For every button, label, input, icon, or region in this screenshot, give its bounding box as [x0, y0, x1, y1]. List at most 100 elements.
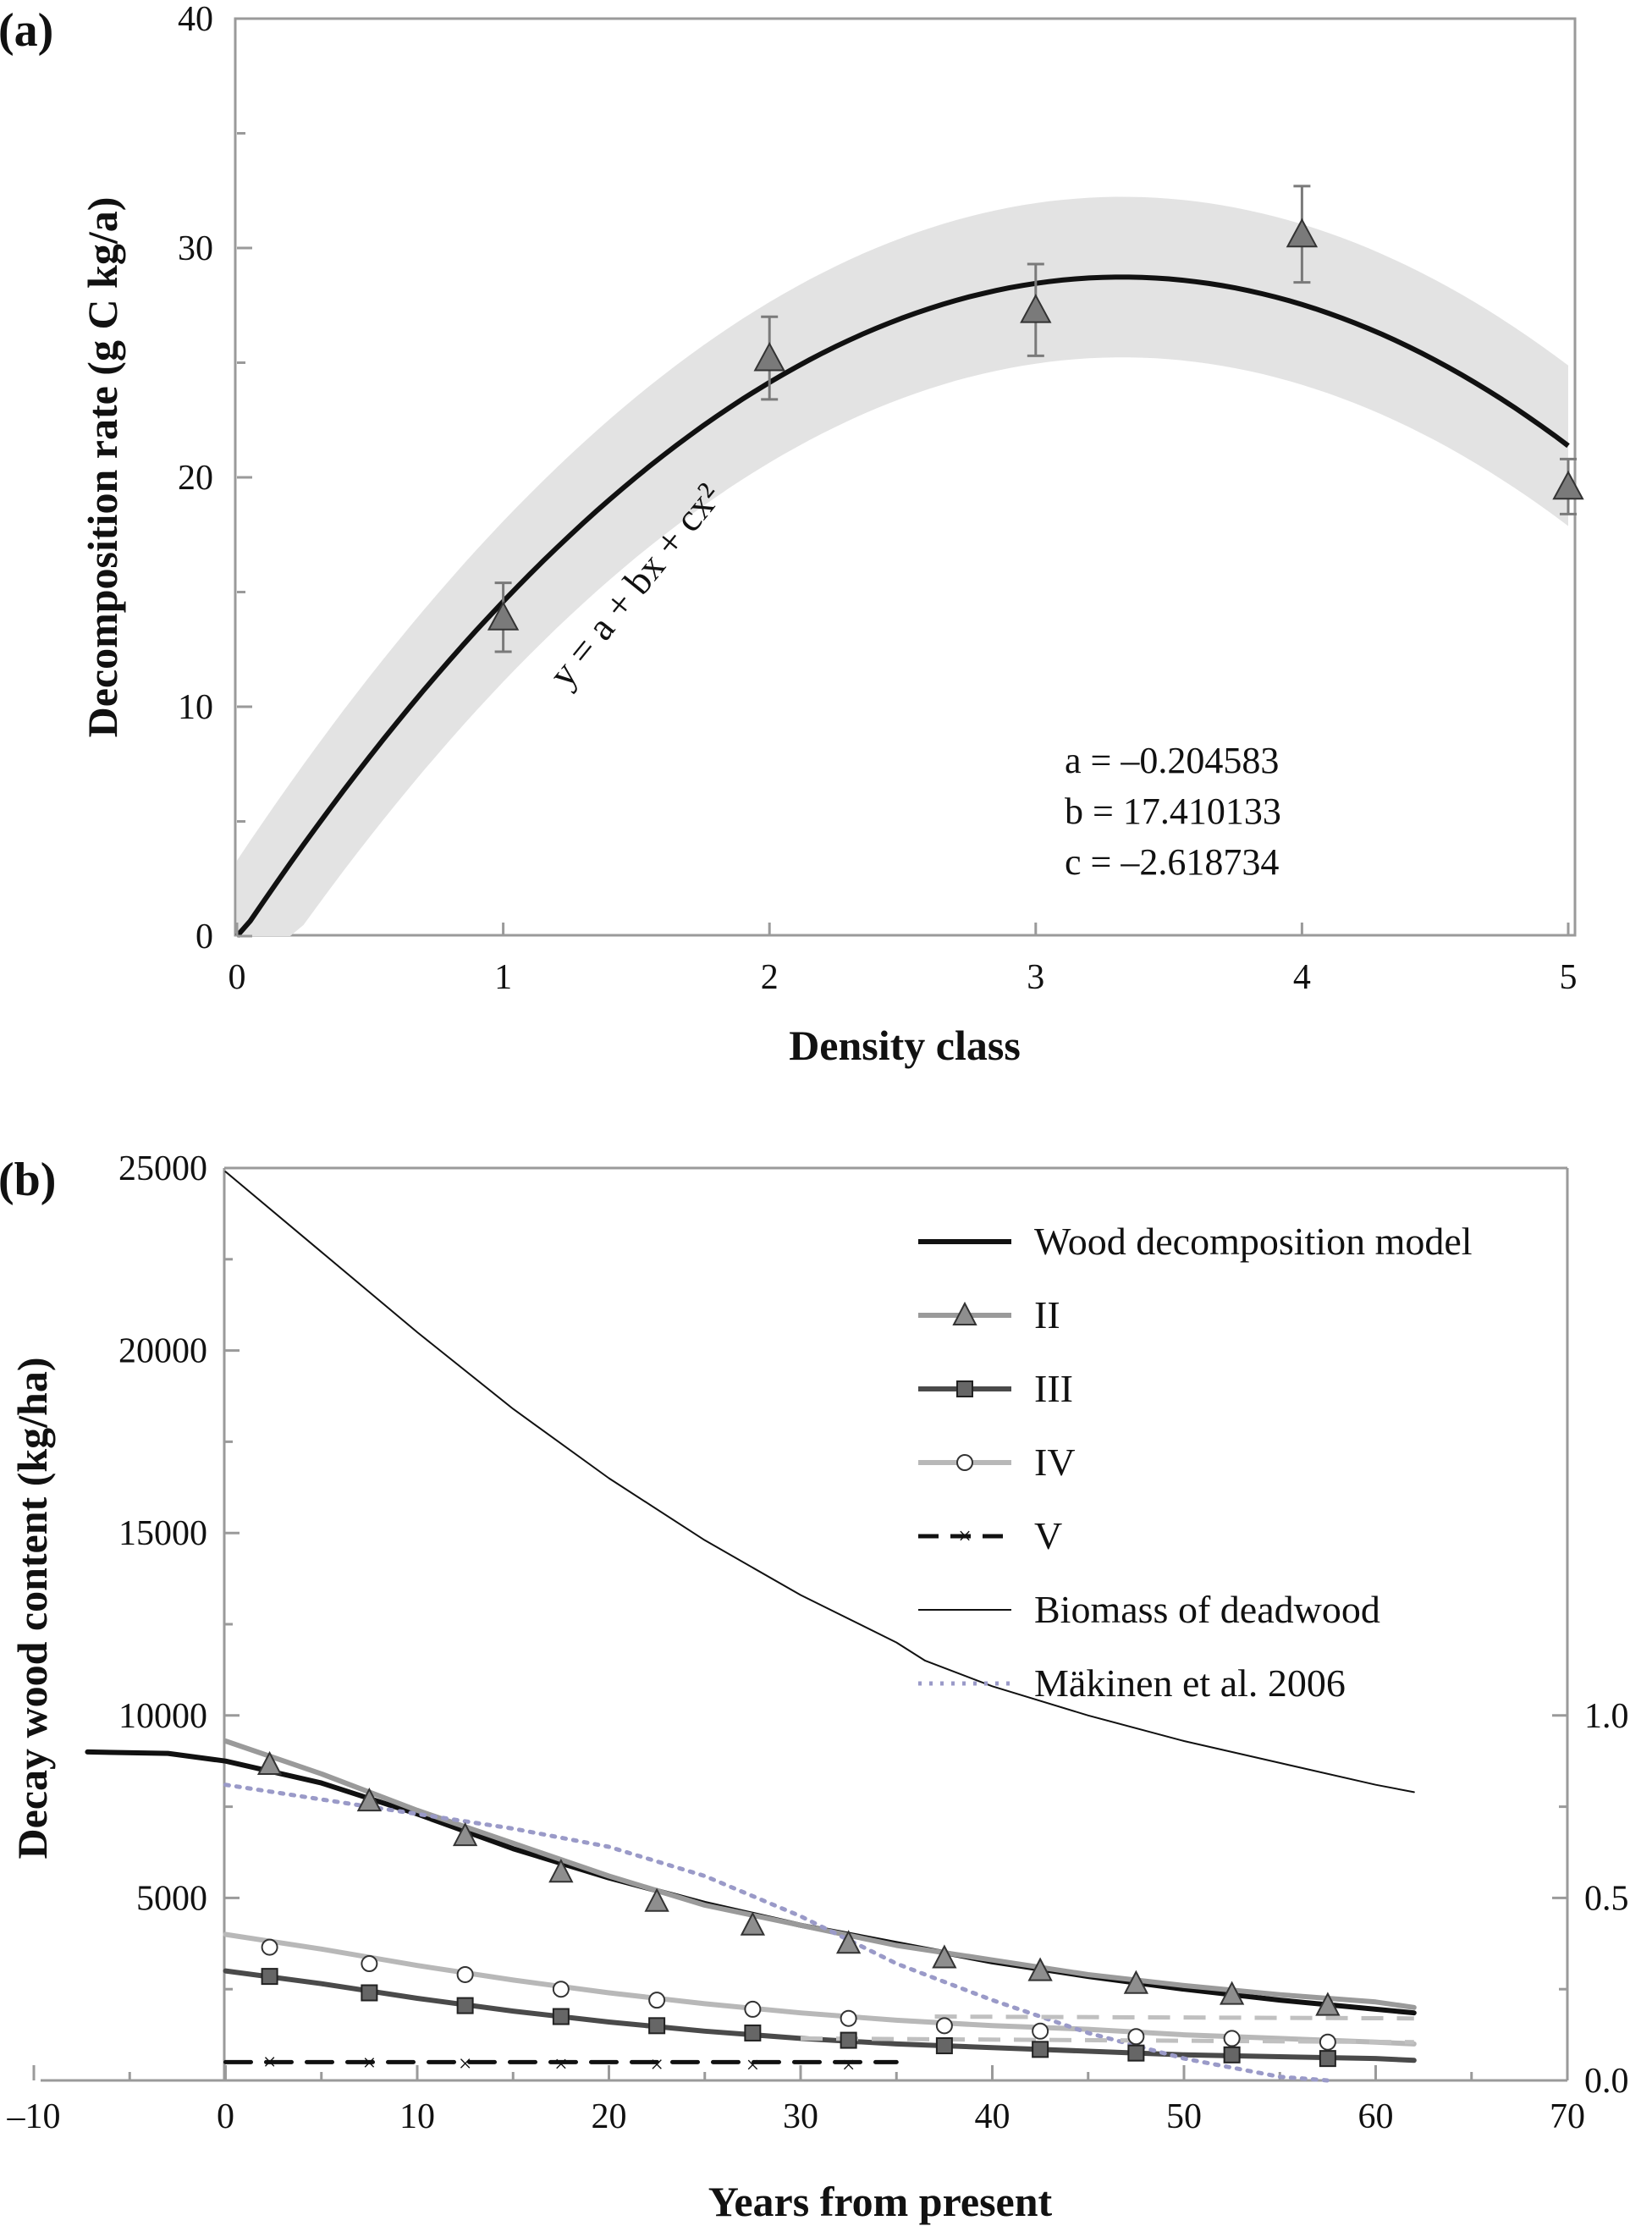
x-tick-label-b: 20: [592, 2097, 627, 2136]
x-axis-title-a: Density class: [789, 1022, 1021, 1069]
series-marker-2: [552, 2008, 570, 2025]
x-tick-label-b: –10: [7, 2097, 61, 2136]
x-tick-label-b: 40: [975, 2097, 1010, 2136]
series-marker-4: ×: [459, 2052, 472, 2078]
legend-marker-3: [956, 1454, 973, 1471]
series-marker-2: [1223, 2046, 1241, 2063]
series-marker-2: [1319, 2050, 1336, 2068]
x-tick-label-b: 0: [217, 2097, 234, 2136]
y2-tick-label-b: 0.0: [1584, 2062, 1629, 2101]
series-marker-4: ×: [746, 2052, 759, 2079]
legend-label-1: II: [1034, 1293, 1060, 1336]
legend-marker-1: [952, 1301, 977, 1325]
y2-tick-label-b: 0.5: [1584, 1879, 1629, 1918]
series-marker-2: [1127, 2044, 1145, 2062]
series-marker-1: [548, 1859, 574, 1883]
param-c: c = –2.618734: [1065, 841, 1279, 883]
series-marker-2: [1032, 2041, 1049, 2058]
y-tick-label-a: 0: [195, 917, 213, 956]
fitted-curve: [234, 274, 1570, 938]
data-point-triangle: [487, 601, 520, 631]
x-tick-label-a: 3: [1027, 958, 1044, 997]
y-tick-label-a: 30: [178, 229, 213, 268]
series-marker-1: [1219, 1981, 1245, 2005]
series-marker-1: [932, 1944, 957, 1969]
series-marker-4: ×: [650, 2052, 664, 2078]
x-tick-label-b: 60: [1358, 2097, 1394, 2136]
x-axis-title-b: Years from present: [708, 2178, 1053, 2225]
series-marker-3: [361, 1955, 378, 1973]
param-a: a = –0.204583: [1065, 740, 1279, 781]
series-marker-1: [452, 1821, 478, 1847]
series-marker-2: [361, 1984, 378, 2002]
panel-b: (b) –10 0 10 20 30 40 50 60 70 5000 10000 15000 2000…: [0, 1149, 1629, 2225]
series-line-1: [223, 1738, 1417, 2010]
series-marker-2: [935, 2037, 953, 2055]
x-tick-label-a: 1: [494, 958, 512, 997]
series-marker-1: [1027, 1957, 1053, 1981]
series-marker-2: [648, 2017, 666, 2035]
series-marker-1: [356, 1787, 383, 1812]
series-marker-4: ×: [263, 2049, 277, 2075]
y-axis-title-b: Decay wood content (kg/ha): [8, 1357, 56, 1859]
panel-b-label: (b): [0, 1154, 56, 1206]
series-marker-3: [648, 1992, 666, 2009]
series-marker-2: [456, 1997, 474, 2014]
data-point-triangle: [753, 341, 785, 372]
series-marker-3: [456, 1965, 474, 1983]
x-tick-label-b: 30: [783, 2097, 818, 2136]
series-line-5: [224, 1171, 1415, 1793]
x-tick-label-a: 4: [1293, 958, 1311, 997]
param-b: b = 17.410133: [1065, 791, 1281, 832]
series-marker-4: ×: [842, 2052, 856, 2079]
x-tick-label-a: 5: [1560, 958, 1578, 997]
series-marker-1: [835, 1930, 862, 1954]
plot-area-a: [234, 17, 1577, 937]
legend-label-5: Biomass of deadwood: [1034, 1588, 1380, 1631]
legend-label-3: IV: [1034, 1441, 1076, 1484]
y-tick-label-b: 15000: [118, 1514, 207, 1553]
dashed-tail-line: [800, 2036, 1414, 2045]
x-tick-label-b: 50: [1166, 2097, 1202, 2136]
y-axis-title-a: Decomposition rate (g C kg/a): [79, 197, 126, 738]
series-line-6: [223, 1782, 1330, 2083]
data-point-triangle: [1020, 294, 1052, 323]
x-tick-label-a: 2: [761, 958, 779, 997]
x-tick-label-a: 0: [229, 958, 246, 997]
confidence-band: [237, 196, 1568, 936]
series-marker-3: [840, 2009, 857, 2027]
y2-tick-label-b: 1.0: [1584, 1697, 1629, 1736]
y-tick-label-b: 25000: [118, 1149, 207, 1188]
series-marker-3: [744, 2000, 762, 2018]
legend-label-2: III: [1034, 1367, 1073, 1410]
series-marker-3: [1127, 2028, 1145, 2046]
data-point-triangle: [1552, 470, 1584, 500]
panel-a-label: (a): [0, 4, 53, 57]
series-marker-4: ×: [554, 2052, 568, 2078]
y-tick-label-a: 40: [178, 0, 213, 39]
series-marker-1: [1123, 1970, 1149, 1994]
series-marker-1: [644, 1887, 669, 1912]
series-marker-3: [552, 1981, 570, 1998]
series-marker-1: [1315, 1992, 1341, 2016]
series-marker-3: [935, 2017, 953, 2035]
legend-label-0: Wood decomposition model: [1034, 1220, 1473, 1263]
series-marker-4: ×: [362, 2050, 376, 2076]
series-line-0: [85, 1749, 1417, 2016]
legend-marker-2: [956, 1380, 973, 1397]
series-marker-3: [1223, 2030, 1241, 2047]
series-marker-2: [261, 1968, 278, 1986]
series-marker-2: [744, 2024, 762, 2041]
series-marker-2: [840, 2031, 857, 2049]
y-tick-label-b: 20000: [118, 1332, 207, 1371]
series-marker-3: [1319, 2033, 1336, 2051]
y-tick-label-b: 5000: [136, 1879, 207, 1918]
x-tick-label-b: 70: [1550, 2097, 1585, 2136]
y-tick-label-a: 10: [178, 688, 213, 727]
x-tick-label-b: 10: [399, 2097, 435, 2136]
y-tick-label-a: 20: [178, 459, 213, 498]
series-marker-1: [256, 1750, 283, 1776]
legend-marker-4: ×: [958, 1523, 972, 1550]
